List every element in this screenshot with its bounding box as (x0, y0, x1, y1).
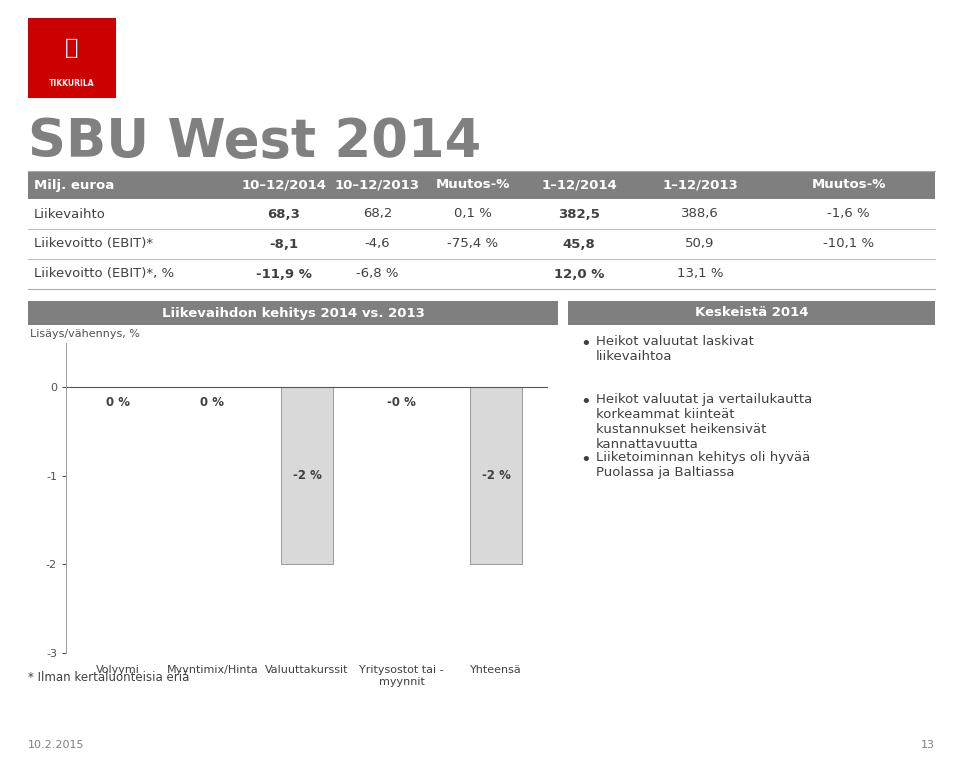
Text: 50,9: 50,9 (685, 237, 714, 250)
Text: -6,8 %: -6,8 % (356, 268, 398, 280)
Bar (28, 301, 558, 325)
Text: 45,8: 45,8 (563, 237, 595, 250)
Text: Valuuttakurssit: Valuuttakurssit (265, 666, 348, 675)
Text: Keskeistä 2014: Keskeistä 2014 (695, 306, 808, 320)
Text: Heikot valuutat ja vertailukautta
korkeammat kiinteät
kustannukset heikensivät
k: Heikot valuutat ja vertailukautta korkea… (596, 393, 812, 451)
Bar (281, 387, 333, 565)
Text: -1,6 %: -1,6 % (828, 208, 870, 221)
Text: 13: 13 (921, 740, 935, 750)
Text: 0,1 %: 0,1 % (453, 208, 492, 221)
Text: -75,4 %: -75,4 % (447, 237, 498, 250)
Text: Myyntimix/Hinta: Myyntimix/Hinta (167, 666, 258, 675)
Text: Muutos-%: Muutos-% (811, 178, 886, 192)
Text: •: • (580, 451, 590, 469)
Text: 0 %: 0 % (201, 396, 225, 409)
Text: 1–12/2013: 1–12/2013 (662, 178, 738, 192)
Text: Volyymi: Volyymi (96, 666, 140, 675)
Text: 👑: 👑 (65, 38, 79, 58)
Text: Yritysostot tai -
myynnit: Yritysostot tai - myynnit (359, 666, 444, 687)
Text: 13,1 %: 13,1 % (677, 268, 723, 280)
Text: 10–12/2014: 10–12/2014 (242, 178, 326, 192)
Text: •: • (580, 335, 590, 353)
Text: Yhteensä: Yhteensä (470, 666, 522, 675)
Text: 388,6: 388,6 (682, 208, 719, 221)
Text: 10.2.2015: 10.2.2015 (28, 740, 84, 750)
Bar (28, 18, 116, 98)
Text: -0 %: -0 % (387, 396, 416, 409)
Text: 1–12/2014: 1–12/2014 (541, 178, 617, 192)
Text: -10,1 %: -10,1 % (823, 237, 874, 250)
Text: 12,0 %: 12,0 % (554, 268, 604, 280)
Text: 0 %: 0 % (106, 396, 130, 409)
Text: Liikevoitto (EBIT)*, %: Liikevoitto (EBIT)*, % (34, 268, 174, 280)
Text: SBU West 2014: SBU West 2014 (28, 116, 481, 168)
Text: Milj. euroa: Milj. euroa (34, 178, 114, 192)
Text: Liikevoitto (EBIT)*: Liikevoitto (EBIT)* (34, 237, 154, 250)
Text: -8,1: -8,1 (270, 237, 299, 250)
Text: 68,2: 68,2 (363, 208, 393, 221)
Text: •: • (580, 393, 590, 411)
Text: Heikot valuutat laskivat
liikevaihtoa: Heikot valuutat laskivat liikevaihtoa (596, 335, 754, 363)
Text: * Ilman kertaluonteisia eriä: * Ilman kertaluonteisia eriä (28, 671, 189, 684)
Text: Lisäys/vähennys, %: Lisäys/vähennys, % (30, 329, 140, 339)
Text: -4,6: -4,6 (365, 237, 391, 250)
Text: -11,9 %: -11,9 % (256, 268, 312, 280)
Text: TIKKURILA: TIKKURILA (49, 79, 95, 88)
Text: 382,5: 382,5 (558, 208, 600, 221)
Bar (28, 171, 935, 199)
Bar (568, 301, 935, 325)
Text: Liikevaihto: Liikevaihto (34, 208, 106, 221)
Bar (470, 387, 522, 565)
Text: 10–12/2013: 10–12/2013 (335, 178, 420, 192)
Text: -2 %: -2 % (482, 469, 511, 482)
Text: 68,3: 68,3 (268, 208, 300, 221)
Text: Liiketoiminnan kehitys oli hyvää
Puolassa ja Baltiassa: Liiketoiminnan kehitys oli hyvää Puolass… (596, 451, 810, 479)
Text: Muutos-%: Muutos-% (435, 178, 510, 192)
Text: Liikevaihdon kehitys 2014 vs. 2013: Liikevaihdon kehitys 2014 vs. 2013 (161, 306, 424, 320)
Text: -2 %: -2 % (293, 469, 322, 482)
